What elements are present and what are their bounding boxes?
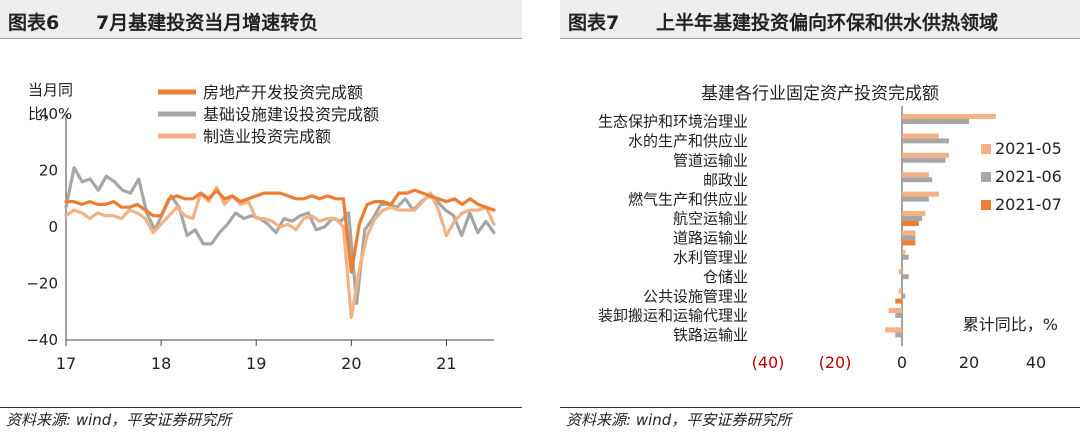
bar-2021-05 [902, 152, 949, 158]
legend-label: 房地产开发投资完成额 [203, 83, 363, 102]
bar-2021-05 [888, 308, 902, 313]
figure-7-panel: 图表7 上半年基建投资偏向环保和供水供热领域 基建各行业固定资产投资完成额生态保… [560, 0, 1080, 439]
category-label: 铁路运输业 [673, 326, 748, 344]
source-divider [0, 407, 522, 408]
bar-2021-05 [902, 133, 939, 139]
figure-7-number: 图表7 [568, 12, 620, 34]
bar-2021-07 [895, 298, 902, 304]
category-label: 航空运输业 [673, 210, 748, 228]
x-tick-label: 21 [436, 354, 456, 373]
series-line-3 [64, 185, 496, 319]
x-tick-label: 17 [56, 354, 76, 373]
category-label: 生态保护和环境治理业 [598, 113, 748, 131]
x-tick-label: 0 [897, 353, 907, 372]
bar-2021-06 [902, 216, 923, 221]
bar-2021-06 [902, 138, 949, 144]
legend-swatch [981, 200, 991, 210]
category-label: 仓储业 [703, 268, 748, 286]
y-tick-label: 20 [39, 162, 58, 180]
y-tick-label: −40 [26, 331, 58, 349]
x-tick-label: 40 [1026, 353, 1046, 372]
y-tick-label: −20 [26, 275, 58, 293]
bar-2021-06 [902, 177, 933, 183]
bar-2021-05 [885, 327, 902, 333]
category-label: 邮政业 [703, 171, 748, 189]
bar-2021-06 [902, 119, 969, 124]
series-line-1 [64, 188, 496, 274]
bar-chart: 基建各行业固定资产投资完成额生态保护和环境治理业水的生产和供应业管道运输业邮政业… [598, 84, 1062, 372]
y-axis-label-line1: 当月同 [28, 81, 73, 99]
x-tick-label: (20) [819, 353, 852, 372]
figure-7-header: 图表7 上半年基建投资偏向环保和供水供热领域 [560, 0, 1080, 39]
legend-label: 2021-06 [995, 167, 1062, 186]
figure-6-header: 图表6 7月基建投资当月增速转负 [0, 0, 522, 39]
legend-swatch [981, 172, 991, 182]
y-tick-label: 40 [39, 105, 58, 123]
unit-annotation: 累计同比，% [963, 315, 1058, 334]
bar-2021-06 [902, 196, 929, 202]
y-axis-label-line2: 比，% [28, 105, 72, 123]
bar-2021-07 [902, 221, 919, 226]
category-label: 装卸搬运和运输代理业 [598, 307, 748, 325]
x-tick-label: 19 [246, 354, 266, 373]
bar-2021-06 [902, 235, 916, 241]
figure-7-source: 资料来源: wind，平安证券研究所 [566, 411, 792, 429]
figure-7-title: 上半年基建投资偏向环保和供水供热领域 [656, 12, 999, 34]
bar-2021-06 [902, 293, 906, 299]
bar-2021-06 [895, 313, 902, 318]
figure-6-title: 7月基建投资当月增速转负 [96, 12, 319, 34]
y-tick-label: 0 [48, 218, 58, 236]
x-tick-label: (40) [752, 353, 785, 372]
bar-2021-05 [902, 191, 939, 197]
legend-label: 基础设施建设投资完成额 [203, 105, 379, 124]
bar-2021-06 [902, 254, 909, 260]
figure-6-panel: 图表6 7月基建投资当月增速转负 当月同比，% 40 20 0 −20 −40 17 18 19… [0, 0, 522, 439]
category-label: 道路运输业 [673, 229, 748, 247]
source-divider [560, 407, 1080, 408]
legend-swatch [981, 144, 991, 154]
bar-2021-05 [902, 230, 916, 236]
bar-2021-06 [902, 274, 909, 280]
bar-2021-06 [902, 157, 946, 163]
category-label: 公共设施管理业 [643, 287, 748, 305]
bar-2021-05 [898, 269, 902, 275]
legend-label: 2021-07 [995, 195, 1062, 214]
bar-2021-05 [902, 114, 996, 119]
figure-6-number: 图表6 [8, 12, 60, 34]
legend-label: 2021-05 [995, 139, 1062, 158]
x-tick-label: 20 [959, 353, 979, 372]
category-label: 水的生产和供应业 [628, 132, 748, 150]
series-line-2 [64, 166, 496, 305]
figure-6-source: 资料来源: wind，平安证券研究所 [6, 411, 232, 429]
category-label: 燃气生产和供应业 [628, 190, 748, 208]
legend-label: 制造业投资完成额 [203, 127, 331, 146]
bar-2021-05 [902, 172, 929, 178]
bar-2021-07 [902, 240, 916, 246]
x-tick-label: 18 [151, 354, 171, 373]
category-label: 水利管理业 [673, 249, 748, 267]
bar-2021-05 [902, 249, 906, 255]
x-tick-label: 20 [341, 354, 361, 373]
chart-title: 基建各行业固定资产投资完成额 [701, 84, 939, 104]
bar-2021-06 [895, 332, 902, 338]
bar-2021-05 [898, 288, 902, 294]
bar-2021-05 [902, 211, 926, 216]
category-label: 管道运输业 [673, 152, 748, 170]
